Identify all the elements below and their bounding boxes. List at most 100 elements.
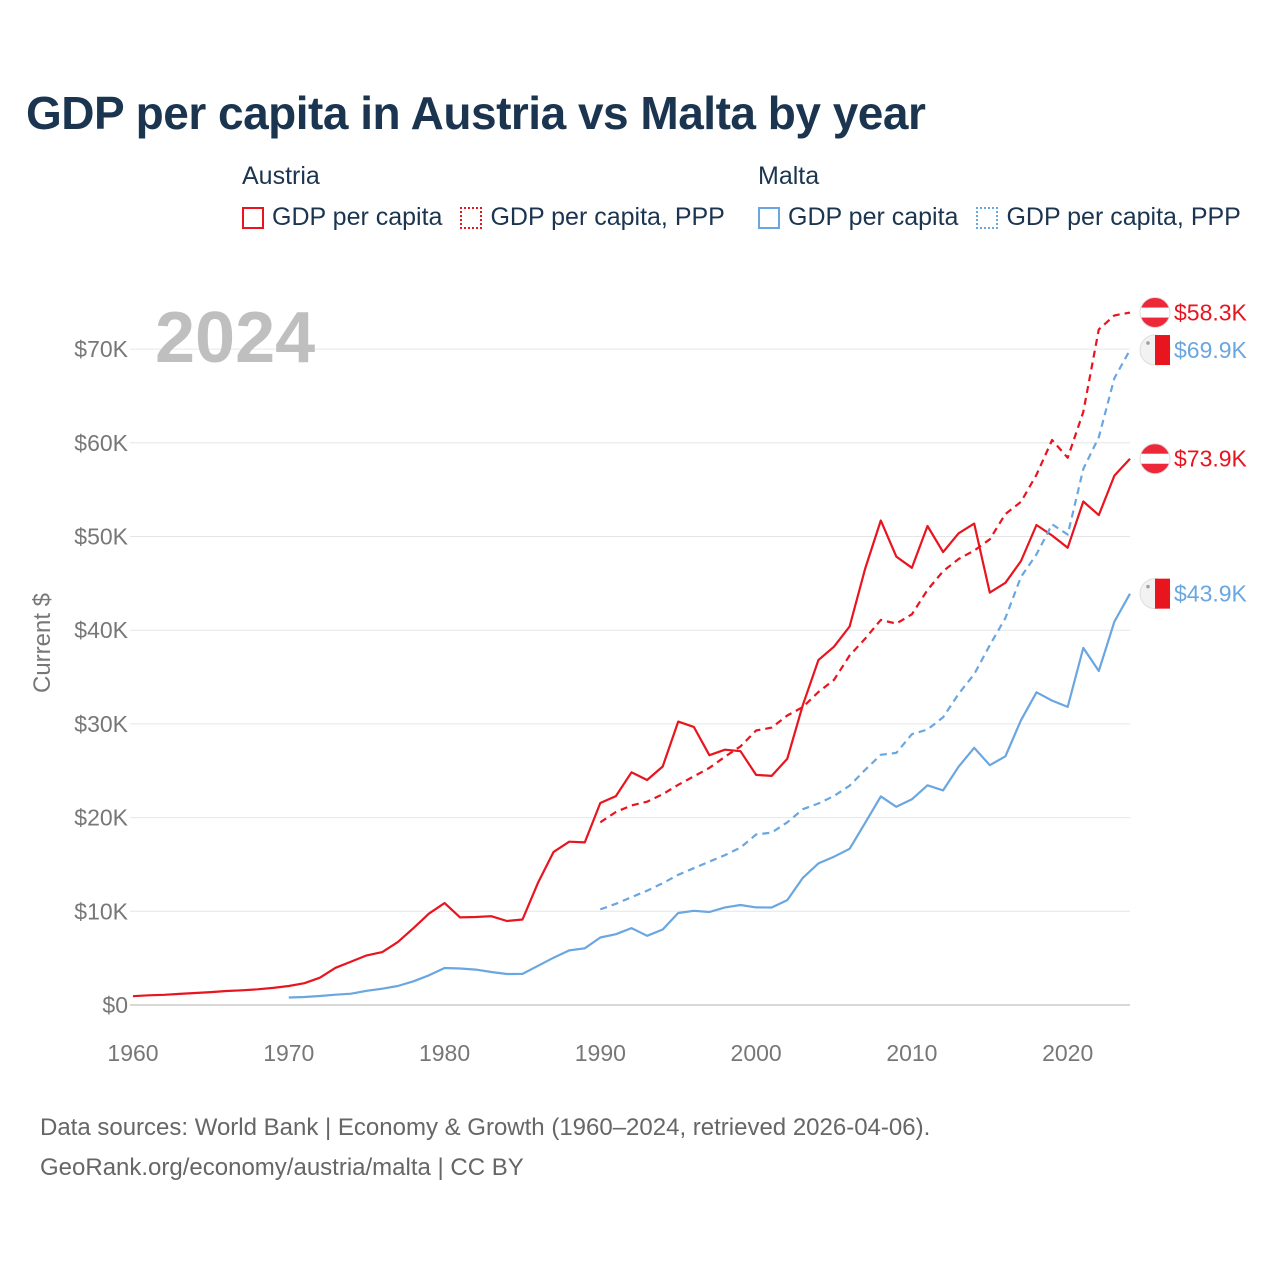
series-line-malta-dashed[interactable] [599, 349, 1131, 911]
data-point [439, 962, 451, 974]
legend-malta-gdp[interactable]: GDP per capita [758, 203, 958, 232]
series-line-austria-solid[interactable] [132, 457, 1131, 998]
data-point [828, 790, 840, 802]
data-point [423, 969, 435, 981]
data-point [766, 722, 778, 734]
legend-swatch-malta-solid [758, 206, 780, 229]
data-point [906, 562, 918, 574]
legend-swatch-malta-dotted [976, 206, 999, 229]
x-tick-label: 1980 [419, 1040, 470, 1066]
data-point [532, 960, 544, 972]
series-line-austria-dashed[interactable] [599, 311, 1131, 824]
data-point [859, 563, 871, 575]
data-point [158, 989, 170, 1001]
data-point [485, 910, 497, 922]
data-point [672, 907, 684, 919]
data-point [470, 911, 482, 923]
legend-malta: Malta GDP per capita GDP per capita, PPP [758, 162, 1241, 232]
data-point [999, 508, 1011, 520]
data-point [953, 688, 965, 700]
data-point [330, 989, 342, 1001]
legend-austria-gdp[interactable]: GDP per capita [242, 203, 442, 232]
data-point [735, 842, 747, 854]
legend-austria-ppp-label: GDP per capita, PPP [490, 203, 725, 231]
data-point [626, 922, 638, 934]
data-point [703, 906, 715, 918]
data-point [641, 930, 653, 942]
data-point [750, 725, 762, 737]
legend-austria-ppp[interactable]: GDP per capita, PPP [460, 203, 725, 232]
data-point [626, 766, 638, 778]
data-point [517, 968, 529, 980]
x-tick-label: 2000 [731, 1040, 782, 1066]
y-tick-label: $60K [74, 430, 128, 456]
x-tick-label: 2020 [1042, 1040, 1093, 1066]
data-point [641, 885, 653, 897]
data-point [766, 827, 778, 839]
data-point [735, 740, 747, 752]
data-point [376, 946, 388, 958]
data-point [766, 902, 778, 914]
data-point [968, 668, 980, 680]
data-point [143, 989, 155, 1001]
data-point [1031, 548, 1043, 560]
data-point [283, 980, 295, 992]
data-point [703, 749, 715, 761]
data-point [812, 686, 824, 698]
data-point [1062, 452, 1074, 464]
legend-malta-ppp[interactable]: GDP per capita, PPP [976, 203, 1241, 232]
data-point [984, 587, 996, 599]
data-point [1077, 496, 1089, 508]
data-point [688, 770, 700, 782]
austria-flag-stripe [1140, 453, 1170, 464]
data-point [999, 612, 1011, 624]
data-point [984, 639, 996, 651]
data-point [594, 816, 606, 828]
x-tick-label: 1970 [263, 1040, 314, 1066]
data-point [1015, 714, 1027, 726]
data-point [407, 975, 419, 987]
data-point [844, 650, 856, 662]
data-point [968, 518, 980, 530]
data-point [859, 817, 871, 829]
legend-malta-title: Malta [758, 162, 820, 190]
chart-plot: $0 $10K $20K $30K $40K $50K $60K $70K 1960 1970 19… [29, 297, 1248, 1066]
series-line-malta-solid[interactable] [288, 593, 1131, 999]
data-point [1062, 542, 1074, 554]
data-point [1015, 496, 1027, 508]
data-point [922, 724, 934, 736]
data-point [1108, 616, 1120, 628]
data-point [750, 829, 762, 841]
data-point [454, 911, 466, 923]
data-point [953, 527, 965, 539]
data-point [563, 836, 575, 848]
data-point [781, 816, 793, 828]
data-point [298, 977, 310, 989]
data-point [672, 869, 684, 881]
data-point [1077, 642, 1089, 654]
data-point [392, 980, 404, 992]
data-point [1062, 529, 1074, 541]
y-tick-label: $70K [74, 336, 128, 362]
data-point [1046, 695, 1058, 707]
data-point [844, 780, 856, 792]
data-point [875, 790, 887, 802]
data-point [314, 972, 326, 984]
year-watermark: 2024 [155, 298, 315, 378]
data-point [392, 936, 404, 948]
data-point [781, 894, 793, 906]
data-point [984, 533, 996, 545]
data-point [688, 862, 700, 874]
data-point [501, 968, 513, 980]
data-point [1124, 588, 1136, 600]
data-point [517, 914, 529, 926]
data-point [937, 711, 949, 723]
data-point [439, 897, 451, 909]
legend-austria: Austria GDP per capita GDP per capita, P… [242, 162, 725, 232]
data-point [672, 779, 684, 791]
data-point [610, 806, 622, 818]
data-point [1077, 406, 1089, 418]
data-point [766, 770, 778, 782]
legend-swatch-austria-solid [242, 206, 264, 229]
data-point [1124, 307, 1136, 319]
